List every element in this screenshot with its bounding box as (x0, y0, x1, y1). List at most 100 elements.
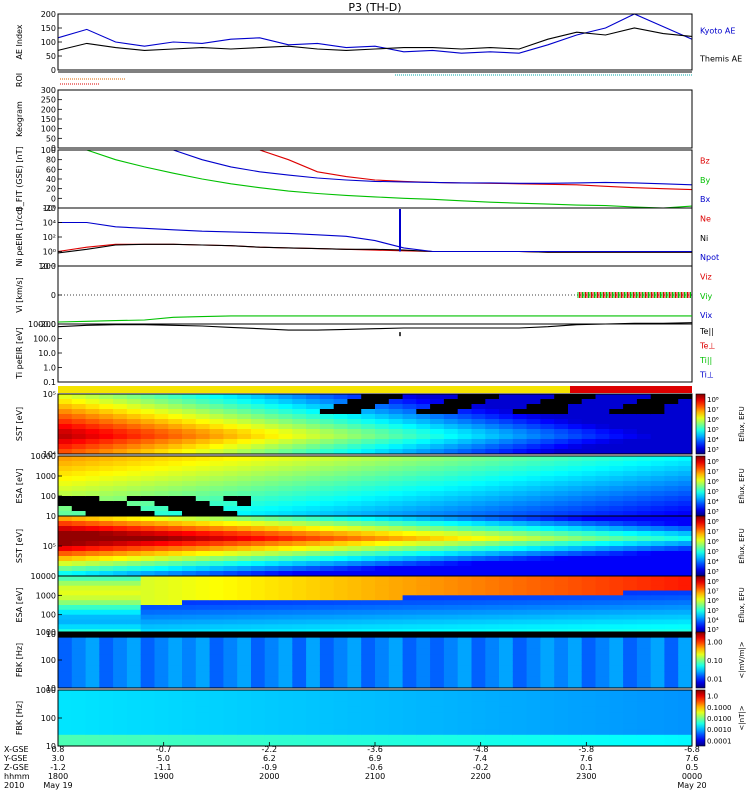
fbk_b-cell (636, 734, 652, 741)
fbk_b-cell (595, 723, 610, 730)
sst_i-cell (251, 409, 266, 415)
temp-legend: Ti|| (699, 356, 712, 365)
sst_i-cell (402, 419, 417, 425)
sst_i-cell (623, 409, 638, 415)
sst_i-cell (457, 439, 472, 445)
esa_e-cell (609, 605, 624, 611)
fbk_b-cell (457, 723, 472, 730)
sst_i-cell (306, 449, 321, 455)
esa_e-cell (664, 619, 679, 625)
esa_e-cell (457, 576, 472, 582)
fbk_e-cell (306, 637, 321, 644)
esa_e-cell (650, 609, 665, 616)
sst_e-cell (361, 546, 376, 552)
sst_e-cell (375, 536, 390, 542)
fbk_e-cell (126, 637, 142, 644)
fbk_e-cell (375, 660, 390, 667)
fbk_b-cell (650, 712, 665, 719)
axis-tick-label: 7.6 (686, 754, 699, 763)
esa_e-cell (264, 609, 279, 616)
sst_i-cell (375, 429, 390, 435)
fbk_e-cell (195, 643, 211, 650)
fbk_b-cell (140, 729, 155, 736)
fbk_b-cell (609, 729, 624, 736)
esa_e-cell (595, 609, 610, 616)
fbk_b-cell (113, 740, 128, 747)
esa_i-cell (71, 511, 87, 517)
fbk_e-cell (99, 665, 114, 672)
sst_e-cell (306, 541, 321, 547)
sst_i-cell (182, 424, 197, 430)
esa_e-cell (540, 585, 555, 591)
fbk_e-colorbar-tick: 0.10 (707, 657, 723, 665)
esa_i-cell (251, 511, 266, 517)
fbk_e-cell (264, 643, 279, 650)
sst_e-cell (416, 516, 431, 522)
fbk_e-cell (278, 671, 293, 678)
sst_e-cell (264, 551, 279, 557)
esa_i-cell (306, 506, 321, 512)
sst_i-cell (195, 449, 211, 455)
esa_e-cell (375, 585, 390, 591)
esa_e-cell (140, 590, 155, 596)
sst_i-cell (443, 394, 459, 400)
fbk_e-cell (333, 665, 348, 672)
fbk_e-cell (609, 676, 624, 683)
sst_i-cell (140, 439, 155, 445)
esa_e-cell (71, 619, 87, 625)
sst_e-cell (650, 526, 665, 532)
esa_i-cell (361, 506, 376, 512)
esa_e-cell (623, 614, 638, 620)
fbk_e-cell (223, 637, 238, 644)
esa_e-cell (126, 600, 142, 606)
esa_i-cell (416, 461, 431, 467)
sst_e-cell (540, 551, 555, 557)
fbk_b-cell (182, 734, 197, 741)
density-tick-label: 10⁰ (43, 248, 56, 257)
sst_i-cell (512, 449, 528, 455)
sst_e-cell (195, 531, 211, 537)
sst_e-cell (471, 566, 486, 572)
fbk_b-cell (251, 740, 266, 747)
sst_i-cell (223, 449, 238, 455)
fbk_e-cell (650, 654, 665, 661)
esa_e-tick-label: 10000 (31, 572, 56, 581)
sst_i-cell (264, 419, 279, 425)
esa_i-cell (581, 496, 596, 502)
sst_e-colorbar (695, 515, 706, 577)
sst_e-cell (182, 531, 197, 537)
sst_e-cell (126, 536, 142, 542)
fbk_b-cell (113, 729, 128, 736)
sst_i-cell (195, 399, 211, 405)
fbk_b-cell (251, 690, 266, 697)
fbk_e-cell (499, 632, 514, 639)
esa_e-cell (140, 600, 155, 606)
sst_e-cell (375, 516, 390, 522)
sst_i-cell (361, 409, 376, 415)
esa_e-cell (333, 614, 348, 620)
sst_e-cell (526, 521, 541, 527)
sst_i-cell (430, 439, 445, 445)
sst_i-cell (264, 399, 279, 405)
esa_i-cell (154, 506, 169, 512)
sst_i-cell (154, 409, 169, 415)
esa_e-cell (471, 624, 486, 630)
esa_i-cell (416, 496, 431, 502)
sst_i-cell (430, 449, 445, 455)
sst_i-cell (375, 409, 390, 415)
esa_e-cell (319, 585, 335, 591)
esa_i-cell (126, 461, 142, 467)
fbk_b-cell (168, 740, 183, 747)
esa_e-cell (471, 580, 486, 587)
fbk_b-cell (609, 706, 624, 713)
fbk_e-cell (512, 648, 528, 655)
esa_i-cell (182, 481, 197, 487)
sst_i-cell (526, 449, 541, 455)
sst_e-cell (278, 536, 293, 542)
esa_e-cell (512, 609, 528, 616)
esa_e-cell (609, 600, 624, 606)
sst_i-cell (113, 404, 128, 410)
fbk_e-cell (182, 637, 197, 644)
sst_e-cell (361, 571, 376, 577)
esa_e-cell (182, 600, 197, 606)
